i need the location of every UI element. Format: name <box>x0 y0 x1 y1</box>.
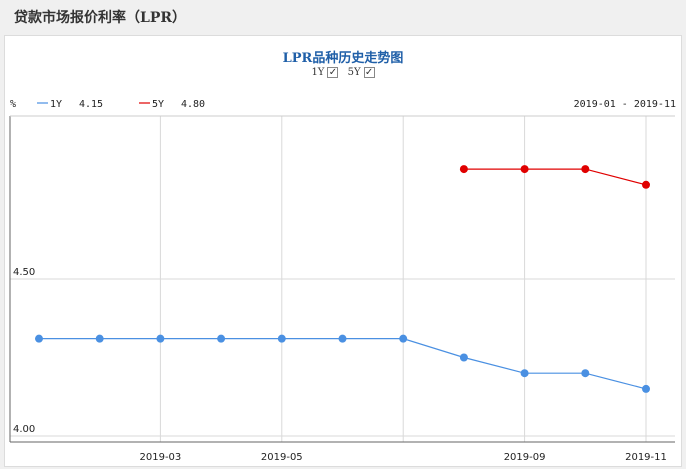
data-point-5y <box>642 180 650 189</box>
toggle-5y-label: 5Y <box>347 67 361 78</box>
data-point-5y <box>459 165 468 174</box>
page-title: 贷款市场报价利率（LPR） <box>14 10 187 26</box>
toggle-5y[interactable]: 5Y ✓ <box>348 67 375 78</box>
data-point-1y <box>338 334 347 343</box>
date-range-label: 2019-01 - 2019-11 <box>574 99 676 110</box>
series-toggles: 1Y ✓ 5Y ✓ <box>0 67 686 78</box>
data-point-1y <box>399 334 408 343</box>
data-point-1y <box>277 334 286 343</box>
series <box>35 165 650 393</box>
x-tick-label: 2019-05 <box>261 452 303 463</box>
data-point-5y <box>581 165 590 174</box>
y-unit-label: % <box>10 99 16 110</box>
data-point-1y <box>581 369 590 378</box>
data-point-1y <box>520 369 529 378</box>
legend-5y-name: 5Y <box>152 99 164 110</box>
legend-1y-name: 1Y <box>50 99 62 110</box>
toggle-1y[interactable]: 1Y ✓ <box>311 67 339 78</box>
y-tick-label: 4.00 <box>13 424 35 435</box>
data-point-1y <box>35 334 43 343</box>
series-line-1y <box>39 338 647 390</box>
x-tick-label: 2019-11 <box>625 452 667 463</box>
data-point-1y <box>217 334 226 343</box>
toggle-1y-label: 1Y <box>311 67 325 78</box>
legend-5y-value: 4.80 <box>181 99 205 110</box>
legend-1y-value: 4.15 <box>79 99 103 110</box>
checkbox-5y[interactable]: ✓ <box>363 67 375 78</box>
data-point-1y <box>642 384 650 393</box>
series-line-5y <box>463 168 647 186</box>
chart-header: % 1Y 4.15 5Y 4.80 2019-01 - 2019-11 <box>10 99 676 110</box>
data-point-1y <box>156 334 165 343</box>
checkbox-1y[interactable]: ✓ <box>327 67 339 78</box>
y-tick-label: 4.50 <box>13 267 35 278</box>
x-tick-label: 2019-03 <box>140 452 182 463</box>
data-point-1y <box>95 334 104 343</box>
chart-panel <box>4 35 682 467</box>
data-point-5y <box>520 165 529 174</box>
chart-title: LPR品种历史走势图 <box>282 51 404 66</box>
data-point-1y <box>459 353 468 362</box>
grid-lines <box>10 116 675 442</box>
axes: 2019-03 2019-05 2019-09 2019-11 4.50 4.00 <box>9 115 675 463</box>
x-tick-label: 2019-09 <box>504 452 546 463</box>
